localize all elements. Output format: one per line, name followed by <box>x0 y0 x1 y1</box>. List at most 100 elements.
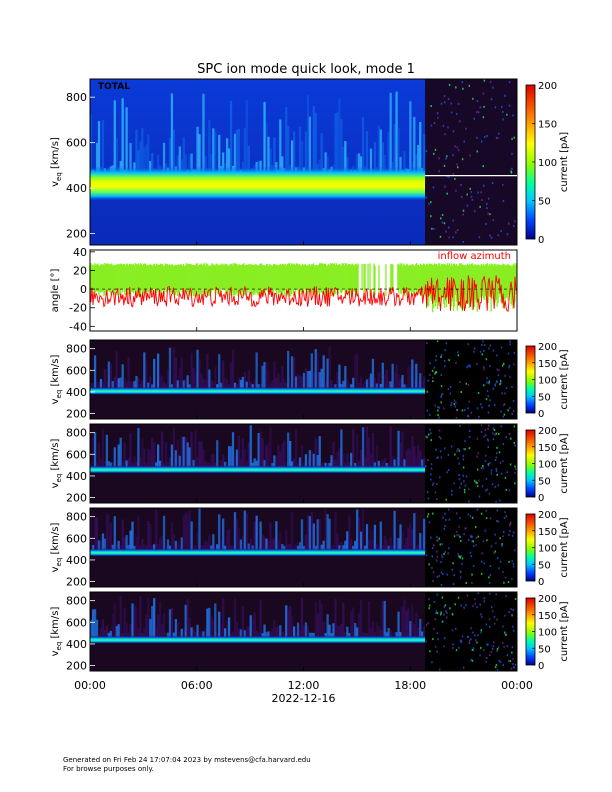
x-tick-label: 18:00 <box>394 679 426 692</box>
heatmap-speckle <box>441 596 444 599</box>
heatmap-streak <box>101 533 105 553</box>
heatmap-speckle <box>447 387 450 390</box>
heatmap-speckle <box>495 136 498 139</box>
heatmap-streak <box>158 601 162 640</box>
heatmap-streak <box>342 380 345 391</box>
heatmap-streak <box>204 380 207 391</box>
heatmap-speckle <box>443 613 445 616</box>
heatmap-speckle <box>463 491 466 494</box>
heatmap-speckle <box>471 581 473 584</box>
heatmap-speckle <box>502 362 505 365</box>
heatmap-speckle <box>447 453 450 456</box>
heatmap-speckle <box>492 432 494 435</box>
heatmap-speckle <box>444 524 446 527</box>
heatmap-streak <box>172 346 176 391</box>
y-axis-label: veq [km/s] <box>50 137 63 187</box>
heatmap-streak <box>141 128 144 184</box>
heatmap-streak <box>423 518 426 553</box>
heatmap-streak <box>139 456 142 470</box>
heatmap-streak <box>411 435 414 470</box>
total-tag: TOTAL <box>98 82 130 92</box>
heatmap-streak <box>265 445 268 470</box>
heatmap-streak <box>227 446 231 470</box>
heatmap-streak <box>186 442 189 470</box>
heatmap-streak <box>103 538 107 553</box>
heatmap-streak <box>255 352 258 391</box>
heatmap-streak <box>275 626 278 640</box>
heatmap-streak <box>176 540 179 553</box>
heatmap-streak <box>373 142 377 184</box>
heatmap-streak <box>277 540 280 553</box>
heatmap-streak <box>168 609 172 640</box>
heatmap-speckle <box>435 612 437 615</box>
heatmap-streak <box>117 540 120 553</box>
heatmap-speckle <box>476 136 478 139</box>
heatmap-speckle <box>476 407 479 410</box>
heatmap-speckle <box>489 592 491 595</box>
heatmap-speckle <box>457 102 460 105</box>
heatmap-speckle <box>485 509 487 512</box>
heatmap-speckle <box>461 562 463 565</box>
heatmap-speckle <box>436 483 438 486</box>
heatmap-streak <box>356 353 359 391</box>
heatmap-speckle <box>512 399 515 402</box>
heatmap-speckle <box>447 98 450 101</box>
heatmap-speckle <box>433 544 435 547</box>
heatmap-streak <box>369 454 373 470</box>
heatmap-speckle <box>446 612 448 615</box>
heatmap-streak <box>109 522 112 553</box>
heatmap-speckle <box>444 512 446 515</box>
heatmap-speckle <box>489 462 491 465</box>
heatmap-speckle <box>437 409 439 412</box>
heatmap-streak <box>255 630 258 640</box>
heatmap-speckle <box>509 529 511 532</box>
y-tick-label: 200 <box>66 408 87 421</box>
heatmap-streak <box>227 148 231 184</box>
heatmap-speckle <box>503 581 505 584</box>
heatmap-streak <box>135 536 138 553</box>
heatmap-speckle <box>426 390 429 393</box>
heatmap-streak <box>356 433 359 470</box>
heatmap-streak <box>123 442 126 470</box>
heatmap-speckle <box>436 593 438 596</box>
heatmap-streak <box>409 620 412 640</box>
heatmap-speckle <box>496 509 499 512</box>
heatmap-streak <box>237 528 241 553</box>
heatmap-streak <box>160 431 164 470</box>
heatmap-speckle <box>454 627 457 630</box>
heatmap-speckle <box>506 654 509 657</box>
heatmap-streak <box>99 627 103 640</box>
heatmap-speckle <box>484 429 487 432</box>
heatmap-streak <box>367 377 371 391</box>
heatmap-speckle <box>453 535 456 538</box>
heatmap-speckle <box>477 592 479 595</box>
heatmap-speckle <box>481 552 483 555</box>
y-tick-label: 200 <box>66 660 87 673</box>
heatmap-streak <box>135 607 138 640</box>
heatmap-streak <box>190 352 193 391</box>
heatmap-speckle <box>493 552 495 555</box>
heatmap-streak <box>182 515 185 553</box>
heatmap-streak <box>387 381 390 391</box>
heatmap-streak <box>115 543 118 553</box>
heatmap-streak <box>294 376 298 391</box>
heatmap-streak <box>365 426 369 470</box>
heatmap-streak <box>267 631 270 640</box>
heatmap-streak <box>241 606 245 640</box>
heatmap-streak <box>97 121 101 184</box>
heatmap-speckle <box>480 560 483 563</box>
heatmap-streak <box>155 627 158 640</box>
heatmap-streak <box>186 375 189 391</box>
heatmap-speckle <box>440 554 443 557</box>
heatmap-speckle <box>492 427 495 430</box>
heatmap-speckle <box>452 647 454 650</box>
heatmap-streak <box>113 100 116 184</box>
heatmap-speckle <box>480 191 482 194</box>
y-tick-label: 20 <box>73 264 87 277</box>
heatmap-speckle <box>480 631 482 634</box>
heatmap-streak <box>300 376 304 391</box>
heatmap-streak <box>137 627 140 640</box>
heatmap-speckle <box>487 643 489 646</box>
y-tick-label: 400 <box>66 638 87 651</box>
heatmap-streak <box>155 510 158 553</box>
